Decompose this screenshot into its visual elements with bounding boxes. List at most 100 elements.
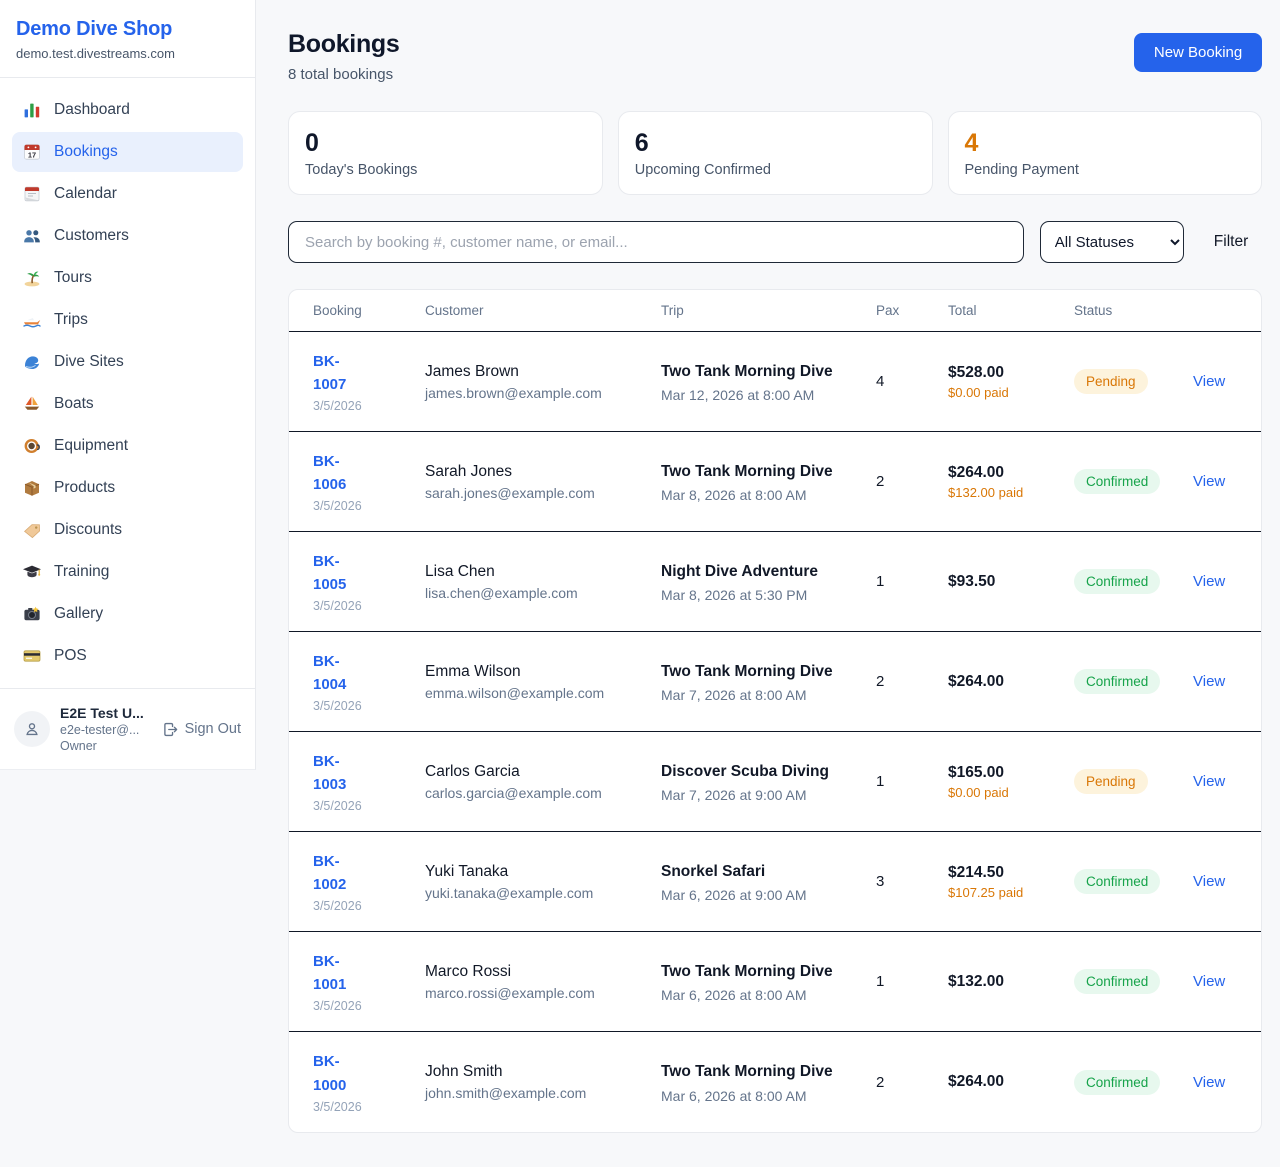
table-row: BK-1004 3/5/2026 Emma Wilson emma.wilson… (289, 632, 1262, 732)
trip-name: Night Dive Adventure (661, 562, 819, 580)
column-header-pax: Pax (876, 303, 900, 318)
booking-id-link[interactable]: BK-1007 (313, 352, 347, 393)
booking-id-link[interactable]: BK-1002 (313, 852, 347, 893)
page-header: Bookings 8 total bookings New Booking (288, 30, 1263, 83)
sidebar-item-tours[interactable]: Tours (12, 258, 243, 298)
user-footer: E2E Test U... e2e-tester@... Owner Sign … (0, 688, 255, 769)
view-link[interactable]: View (1193, 673, 1226, 690)
booking-date: 3/5/2026 (313, 499, 362, 514)
booking-id-link[interactable]: BK-1004 (313, 652, 347, 693)
booking-date: 3/5/2026 (313, 899, 362, 914)
table-row: BK-1006 3/5/2026 Sarah Jones sarah.jones… (289, 432, 1262, 532)
view-link[interactable]: View (1193, 973, 1226, 990)
total-cell: $264.00 $132.00 paid (948, 447, 1074, 517)
sidebar-item-label: Customers (54, 227, 129, 244)
sidebar-item-gallery[interactable]: Gallery (12, 594, 243, 634)
sidebar: Demo Dive Shop demo.test.divestreams.com… (0, 0, 256, 770)
booking-id-link[interactable]: BK-1003 (313, 752, 347, 793)
status-cell: Confirmed (1074, 1053, 1193, 1112)
sidebar-item-pos[interactable]: POS (12, 636, 243, 676)
pax-count: 2 (876, 473, 885, 490)
customer-name: Marco Rossi (425, 962, 512, 980)
trip-datetime: Mar 7, 2026 at 9:00 AM (661, 787, 807, 804)
booking-id-link[interactable]: BK-1000 (313, 1053, 347, 1094)
status-badge: Confirmed (1074, 669, 1161, 694)
stats-row: 0 Today's Bookings 6 Upcoming Confirmed … (288, 111, 1263, 195)
status-badge: Pending (1074, 769, 1148, 794)
logout-icon (162, 721, 179, 738)
view-link[interactable]: View (1193, 573, 1226, 590)
brand: Demo Dive Shop demo.test.divestreams.com (0, 0, 255, 78)
sidebar-item-label: Tours (54, 269, 92, 286)
trip-datetime: Mar 6, 2026 at 9:00 AM (661, 887, 807, 904)
customer-email: james.brown@example.com (425, 384, 602, 401)
view-link[interactable]: View (1193, 873, 1226, 890)
svg-text:17: 17 (28, 150, 36, 159)
user-name: E2E Test U... (60, 705, 144, 721)
customer-cell: Emma Wilson emma.wilson@example.com (425, 646, 661, 718)
paid-amount: $0.00 paid (948, 784, 1009, 800)
search-input[interactable] (288, 221, 1024, 263)
total-cell: $132.00 (948, 956, 1074, 1008)
action-cell: View (1193, 856, 1237, 907)
new-booking-button[interactable]: New Booking (1133, 33, 1263, 72)
sidebar-item-label: Trips (54, 311, 88, 328)
sidebar-item-label: Dashboard (54, 101, 130, 118)
booking-cell: BK-1000 3/5/2026 (313, 1033, 425, 1131)
gallery-icon (22, 604, 42, 624)
trip-name: Two Tank Morning Dive (661, 962, 833, 980)
trip-name: Two Tank Morning Dive (661, 362, 833, 380)
customer-email: carlos.garcia@example.com (425, 784, 602, 801)
action-cell: View (1193, 756, 1237, 807)
status-select[interactable]: All Statuses (1039, 221, 1184, 263)
booking-id-link[interactable]: BK-1006 (313, 452, 347, 493)
sidebar-item-equipment[interactable]: Equipment (12, 426, 243, 466)
view-link[interactable]: View (1193, 473, 1226, 490)
status-badge: Confirmed (1074, 869, 1161, 894)
filter-button[interactable]: Filter (1200, 225, 1262, 259)
booking-id-link[interactable]: BK-1001 (313, 952, 347, 993)
table-row: BK-1005 3/5/2026 Lisa Chen lisa.chen@exa… (289, 532, 1262, 632)
booking-cell: BK-1003 3/5/2026 (313, 733, 425, 831)
sidebar-item-discounts[interactable]: Discounts (12, 510, 243, 550)
sidebar-item-bookings[interactable]: 17 Bookings (12, 132, 243, 172)
stat-value: 6 (634, 129, 649, 157)
view-link[interactable]: View (1193, 1073, 1226, 1091)
booking-date: 3/5/2026 (313, 399, 362, 414)
total-amount: $264.00 (948, 1073, 1005, 1090)
sidebar-item-boats[interactable]: Boats (12, 384, 243, 424)
equipment-icon (22, 436, 42, 456)
paid-amount: $132.00 paid (948, 484, 1024, 500)
sidebar-item-dive-sites[interactable]: Dive Sites (12, 342, 243, 382)
sidebar-item-trips[interactable]: Trips (12, 300, 243, 340)
trip-cell: Discover Scuba Diving Mar 7, 2026 at 9:0… (661, 743, 876, 820)
sidebar-item-customers[interactable]: Customers (12, 216, 243, 256)
customer-cell: Lisa Chen lisa.chen@example.com (425, 546, 661, 618)
trip-cell: Two Tank Morning Dive Mar 8, 2026 at 8:0… (661, 443, 876, 520)
trip-cell: Two Tank Morning Dive Mar 12, 2026 at 8:… (661, 343, 876, 420)
bookings-table: Booking Customer Trip Pax Total Status BK-100… (288, 289, 1263, 1133)
customer-cell: Carlos Garcia carlos.garcia@example.com (425, 746, 661, 818)
trip-datetime: Mar 6, 2026 at 8:00 AM (661, 987, 807, 1004)
table-body: BK-1007 3/5/2026 James Brown james.brown… (289, 332, 1262, 1132)
trip-cell: Night Dive Adventure Mar 8, 2026 at 5:30… (661, 543, 876, 620)
sidebar-item-products[interactable]: Products (12, 468, 243, 508)
action-cell: View (1193, 456, 1237, 507)
brand-name: Demo Dive Shop (16, 18, 173, 40)
trip-name: Two Tank Morning Dive (661, 462, 833, 480)
view-link[interactable]: View (1193, 373, 1226, 390)
sidebar-item-calendar[interactable]: Calendar (12, 174, 243, 214)
status-badge: Confirmed (1074, 469, 1161, 494)
trip-name: Two Tank Morning Dive (661, 1063, 833, 1081)
action-cell: View (1193, 356, 1237, 407)
sign-out-button[interactable]: Sign Out (162, 721, 241, 738)
view-link[interactable]: View (1193, 773, 1226, 790)
table-row: BK-1007 3/5/2026 James Brown james.brown… (289, 332, 1262, 432)
trip-datetime: Mar 8, 2026 at 5:30 PM (661, 587, 808, 604)
customers-icon (22, 226, 42, 246)
booking-id-link[interactable]: BK-1005 (313, 552, 347, 593)
customer-email: marco.rossi@example.com (425, 984, 595, 1001)
pax-count: 1 (876, 573, 885, 590)
sidebar-item-training[interactable]: Training (12, 552, 243, 592)
sidebar-item-dashboard[interactable]: Dashboard (12, 90, 243, 130)
